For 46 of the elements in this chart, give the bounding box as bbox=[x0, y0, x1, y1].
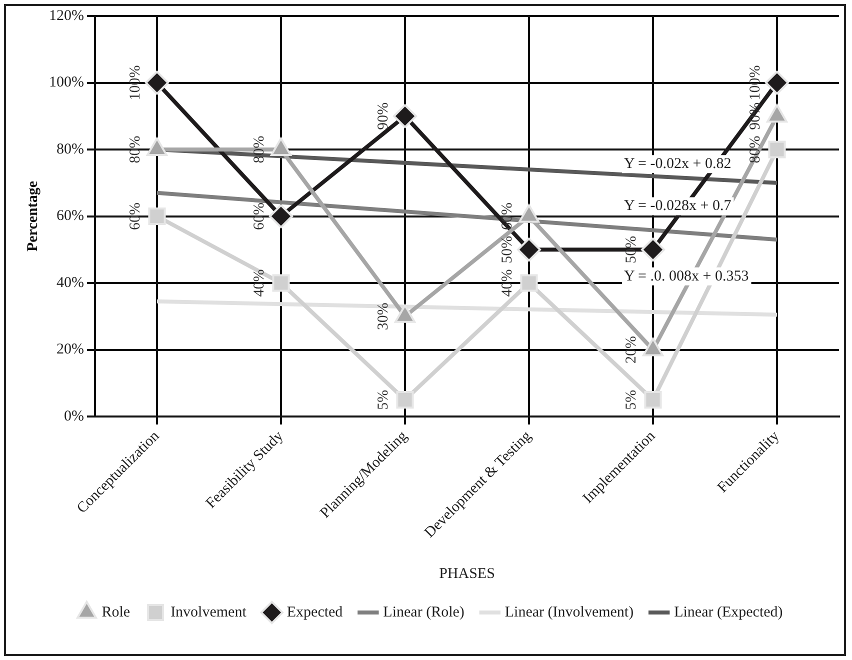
y-tick-label: 20% bbox=[56, 342, 84, 358]
data-label: 60% bbox=[499, 202, 516, 230]
data-label: 80% bbox=[251, 136, 268, 164]
data-label: 50% bbox=[499, 236, 516, 264]
legend-label: Involvement bbox=[170, 604, 248, 620]
y-tick-label: 100% bbox=[48, 74, 84, 91]
data-label: 90% bbox=[375, 102, 392, 130]
data-label: 40% bbox=[499, 269, 516, 297]
data-label: 30% bbox=[375, 302, 392, 330]
legend-label: Linear (Involvement) bbox=[504, 604, 634, 620]
data-label: 20% bbox=[623, 336, 640, 364]
y-tick-label: 0% bbox=[64, 408, 84, 424]
annotation: Y = .0. 008x + 0.353 bbox=[624, 268, 749, 284]
y-axis-title: Percentage bbox=[24, 180, 41, 252]
legend-label: Expected bbox=[286, 604, 344, 620]
y-tick-label: 120% bbox=[48, 8, 84, 24]
x-axis-title: PHASES bbox=[439, 566, 495, 582]
point bbox=[392, 104, 417, 128]
data-label: 60% bbox=[251, 202, 268, 230]
data-label: 80% bbox=[747, 136, 764, 164]
legend-label: Role bbox=[102, 604, 130, 620]
data-label: 60% bbox=[127, 202, 144, 230]
data-label: 100% bbox=[747, 65, 764, 100]
data-label: 80% bbox=[127, 136, 144, 164]
point bbox=[396, 391, 414, 409]
point bbox=[517, 238, 541, 262]
legend-label: Linear (Expected) bbox=[674, 604, 783, 620]
legend-label: Linear (Role) bbox=[383, 604, 464, 620]
point bbox=[148, 207, 166, 226]
point bbox=[641, 238, 665, 262]
point bbox=[272, 274, 290, 292]
y-tick-label: 60% bbox=[56, 208, 84, 224]
point bbox=[644, 391, 662, 409]
data-label: 5% bbox=[623, 390, 640, 410]
annotation: Y = -0.02x + 0.82 bbox=[624, 156, 732, 172]
point bbox=[268, 204, 293, 228]
point bbox=[144, 70, 169, 95]
y-tick-label: 80% bbox=[56, 141, 84, 158]
data-label: 40% bbox=[251, 269, 268, 297]
data-label: 100% bbox=[127, 65, 144, 100]
point bbox=[768, 140, 786, 158]
point bbox=[520, 274, 538, 292]
point bbox=[765, 70, 789, 95]
annotation: Y = -0.028x + 0.7 bbox=[624, 198, 732, 214]
y-tick-label: 40% bbox=[56, 274, 84, 291]
data-label: 5% bbox=[375, 390, 392, 410]
